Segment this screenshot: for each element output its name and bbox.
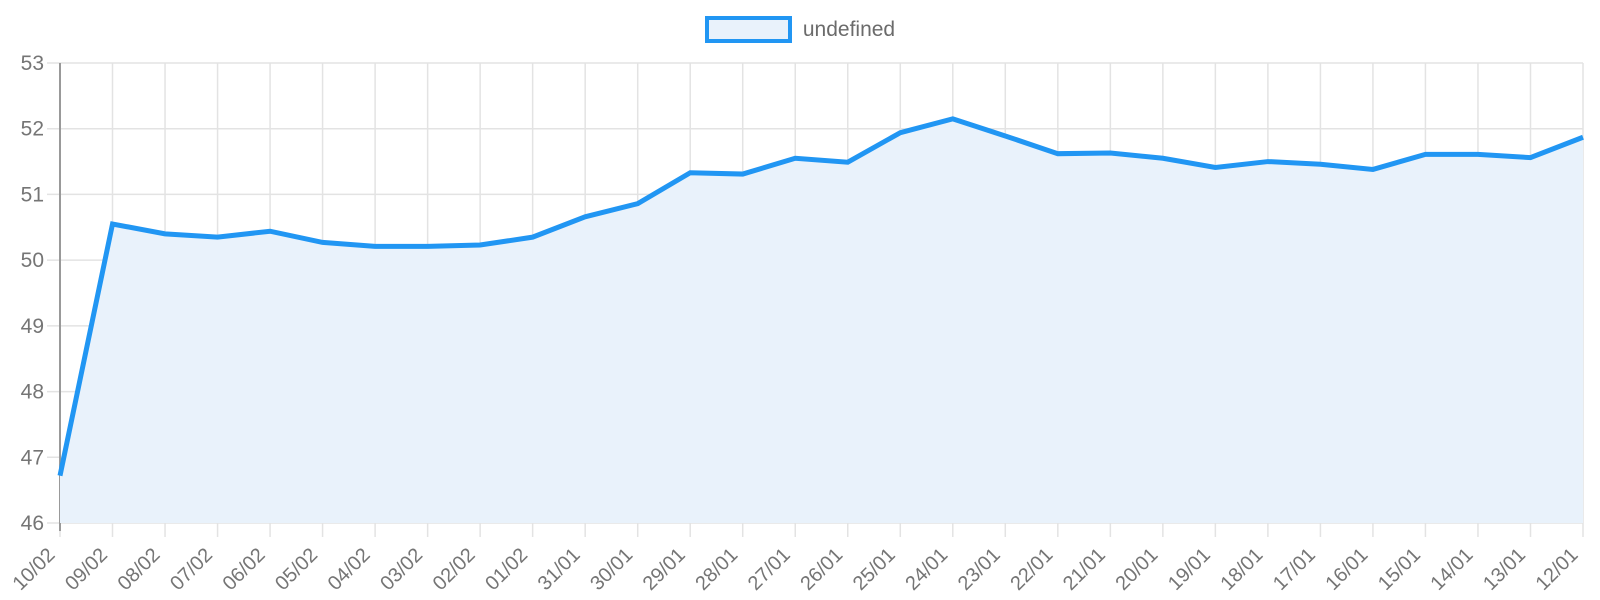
y-axis-label: 52 [21, 118, 44, 141]
y-axis-label: 53 [21, 52, 44, 75]
x-axis-label: 26/01 [796, 544, 847, 595]
series-area-fill [60, 118, 1583, 523]
x-axis-label: 05/02 [271, 544, 322, 595]
y-axis-label: 46 [21, 512, 44, 535]
x-axis-label: 07/02 [166, 544, 217, 595]
x-axis-label: 10/02 [9, 544, 60, 595]
x-axis-label: 15/01 [1374, 544, 1425, 595]
series-line [57, 116, 1584, 477]
x-axis-label: 01/02 [481, 544, 532, 595]
x-axis-label: 17/01 [1269, 544, 1320, 595]
x-axis-label: 22/01 [1006, 544, 1057, 595]
x-axis-label: 19/01 [1164, 544, 1215, 595]
y-axis-label: 47 [21, 446, 44, 469]
x-axis-label: 21/01 [1059, 544, 1110, 595]
x-axis-label: 04/02 [324, 544, 375, 595]
x-axis-label: 28/01 [691, 544, 742, 595]
legend-swatch-icon [704, 16, 792, 43]
legend: undefined [0, 16, 1600, 43]
legend-item[interactable]: undefined [704, 16, 896, 43]
x-axis-label: 20/01 [1111, 544, 1162, 595]
x-axis-label: 08/02 [114, 544, 165, 595]
x-axis-label: 30/01 [586, 544, 637, 595]
x-axis-label: 14/01 [1427, 544, 1478, 595]
x-axis-label: 29/01 [639, 544, 690, 595]
x-axis-label: 12/01 [1532, 544, 1583, 595]
y-axis-label: 50 [21, 249, 44, 272]
x-axis-label: 25/01 [849, 544, 900, 595]
x-axis-label: 27/01 [744, 544, 795, 595]
x-axis-label: 13/01 [1479, 544, 1530, 595]
y-axis-label: 49 [21, 315, 44, 338]
x-axis-label: 23/01 [954, 544, 1005, 595]
legend-label: undefined [802, 18, 896, 41]
x-axis-label: 09/02 [61, 544, 112, 595]
x-axis-label: 31/01 [534, 544, 585, 595]
x-axis-label: 18/01 [1216, 544, 1267, 595]
y-axis-label: 48 [21, 381, 44, 404]
y-axis-label: 51 [21, 183, 44, 206]
x-axis-label: 03/02 [376, 544, 427, 595]
x-axis-label: 16/01 [1322, 544, 1373, 595]
x-axis-label: 24/01 [901, 544, 952, 595]
x-axis-label: 06/02 [219, 544, 270, 595]
x-axis-label: 02/02 [429, 544, 480, 595]
